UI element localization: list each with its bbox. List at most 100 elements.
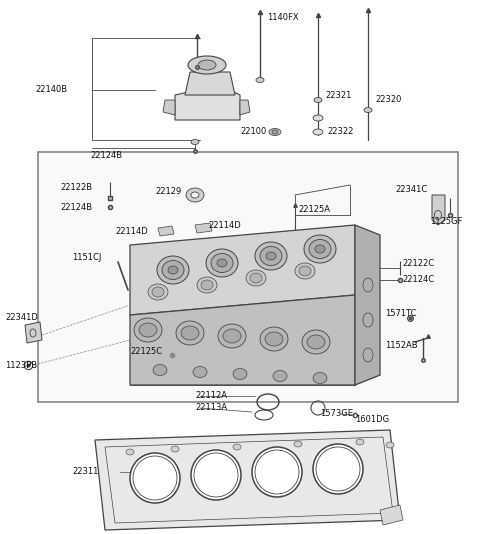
Text: 1125GF: 1125GF <box>430 217 462 226</box>
Text: 22321: 22321 <box>325 90 351 99</box>
Ellipse shape <box>201 280 213 290</box>
Ellipse shape <box>266 252 276 260</box>
Ellipse shape <box>191 139 199 145</box>
Ellipse shape <box>269 129 281 136</box>
Text: 22311: 22311 <box>72 467 98 476</box>
Ellipse shape <box>256 77 264 82</box>
Ellipse shape <box>218 324 246 348</box>
Text: 1571TC: 1571TC <box>385 309 417 318</box>
Ellipse shape <box>299 266 311 276</box>
Text: 1123PB: 1123PB <box>5 360 37 370</box>
Polygon shape <box>355 225 380 385</box>
Ellipse shape <box>233 444 241 450</box>
Ellipse shape <box>217 259 227 267</box>
Ellipse shape <box>260 247 282 265</box>
Text: 22114D: 22114D <box>208 221 241 230</box>
Ellipse shape <box>198 60 216 70</box>
Text: 22100: 22100 <box>240 128 266 137</box>
Ellipse shape <box>260 327 288 351</box>
Polygon shape <box>95 430 400 530</box>
Text: 22125A: 22125A <box>298 206 330 215</box>
Text: 22341C: 22341C <box>395 185 427 194</box>
Polygon shape <box>130 225 355 315</box>
Ellipse shape <box>197 277 217 293</box>
Text: 22114D: 22114D <box>115 227 148 237</box>
Ellipse shape <box>211 254 233 272</box>
Ellipse shape <box>307 335 325 349</box>
Ellipse shape <box>363 278 373 292</box>
Text: 22113A: 22113A <box>195 404 227 412</box>
Polygon shape <box>380 505 403 525</box>
Text: 1151CJ: 1151CJ <box>72 254 101 263</box>
Ellipse shape <box>313 373 327 383</box>
Text: 22124B: 22124B <box>60 202 92 211</box>
Ellipse shape <box>272 130 278 134</box>
Polygon shape <box>175 85 240 120</box>
Ellipse shape <box>206 249 238 277</box>
Ellipse shape <box>313 115 323 121</box>
Ellipse shape <box>130 453 180 503</box>
Ellipse shape <box>356 439 364 445</box>
Ellipse shape <box>255 242 287 270</box>
Text: 22122C: 22122C <box>402 260 434 269</box>
Ellipse shape <box>191 192 199 198</box>
Text: 22322: 22322 <box>327 128 353 137</box>
Bar <box>38 152 458 402</box>
Ellipse shape <box>313 129 323 135</box>
Ellipse shape <box>246 270 266 286</box>
Ellipse shape <box>188 56 226 74</box>
Ellipse shape <box>313 444 363 494</box>
Ellipse shape <box>186 188 204 202</box>
Ellipse shape <box>126 449 134 455</box>
Polygon shape <box>163 100 175 115</box>
Ellipse shape <box>250 273 262 283</box>
Text: 22125C: 22125C <box>130 348 162 357</box>
Ellipse shape <box>302 330 330 354</box>
Ellipse shape <box>314 98 322 103</box>
Ellipse shape <box>171 446 179 452</box>
Polygon shape <box>185 72 235 95</box>
Ellipse shape <box>386 442 394 448</box>
Ellipse shape <box>176 321 204 345</box>
Ellipse shape <box>309 240 331 258</box>
Text: 22129: 22129 <box>155 187 181 197</box>
Ellipse shape <box>363 348 373 362</box>
Text: 1140FX: 1140FX <box>267 13 299 22</box>
Ellipse shape <box>252 447 302 497</box>
Ellipse shape <box>153 365 167 375</box>
Ellipse shape <box>223 329 241 343</box>
Ellipse shape <box>193 366 207 378</box>
Ellipse shape <box>294 441 302 447</box>
Ellipse shape <box>364 107 372 113</box>
Ellipse shape <box>273 371 287 381</box>
Ellipse shape <box>157 256 189 284</box>
Text: 22124B: 22124B <box>90 151 122 160</box>
Polygon shape <box>25 322 42 343</box>
Ellipse shape <box>148 284 168 300</box>
Text: 22112A: 22112A <box>195 391 227 400</box>
Text: 22320: 22320 <box>375 96 401 105</box>
Ellipse shape <box>162 261 184 279</box>
Ellipse shape <box>315 245 325 253</box>
Ellipse shape <box>233 368 247 380</box>
Polygon shape <box>432 195 445 225</box>
Polygon shape <box>158 226 174 236</box>
Ellipse shape <box>168 266 178 274</box>
Ellipse shape <box>295 263 315 279</box>
Text: 22122B: 22122B <box>60 183 92 192</box>
Text: 1573GE: 1573GE <box>320 410 353 419</box>
Text: 22140B: 22140B <box>35 85 67 95</box>
Polygon shape <box>130 295 355 385</box>
Ellipse shape <box>304 235 336 263</box>
Polygon shape <box>195 223 212 233</box>
Ellipse shape <box>191 450 241 500</box>
Text: 22124C: 22124C <box>402 276 434 285</box>
Polygon shape <box>240 100 250 115</box>
Ellipse shape <box>139 323 157 337</box>
Text: 1601DG: 1601DG <box>355 415 389 425</box>
Text: 1152AB: 1152AB <box>385 341 418 349</box>
Ellipse shape <box>265 332 283 346</box>
Text: 22341D: 22341D <box>5 313 38 323</box>
Ellipse shape <box>181 326 199 340</box>
Ellipse shape <box>134 318 162 342</box>
